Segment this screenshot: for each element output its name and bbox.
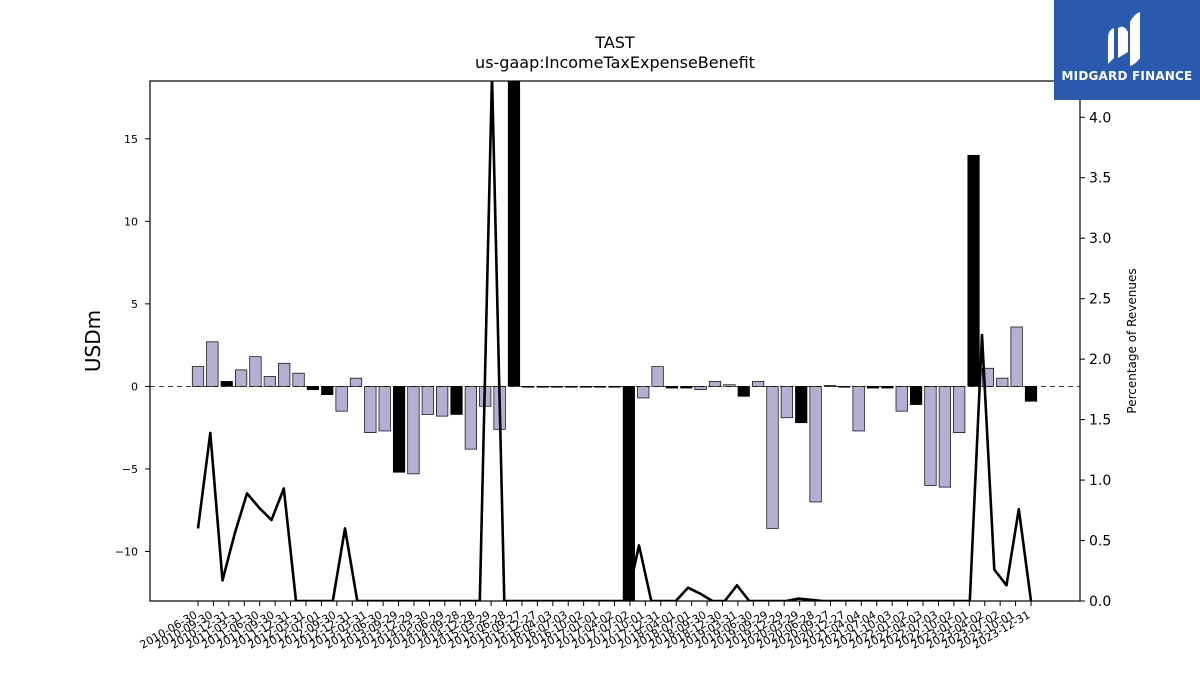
bar-series [150, 81, 1080, 601]
bar-2022-10-02 [895, 386, 908, 412]
bar-2020-03-29 [752, 381, 765, 387]
y-tick-label: 15 [124, 133, 138, 146]
bar-2012-07-01 [306, 386, 319, 391]
y2-tick-label: 1.0 [1089, 473, 1111, 489]
bar-2012-09-30 [321, 386, 334, 395]
bar-2017-01-01 [565, 386, 578, 388]
bar-2021-04-04 [809, 386, 822, 503]
brand-name: MIDGARD FINANCE [1061, 69, 1193, 83]
bar-undefined [996, 377, 1009, 387]
chart-subtitle: us-gaap:IncomeTaxExpenseBenefit [475, 53, 755, 72]
bar-2018-09-30 [665, 386, 679, 389]
logo-mark-icon [1108, 12, 1140, 66]
bar-2012-12-31 [335, 386, 348, 412]
bar-2013-03-31 [349, 377, 363, 387]
bar-2013-06-30 [364, 386, 377, 433]
bar-2014-06-29 [421, 386, 434, 415]
bar-2023-01-01 [910, 386, 923, 405]
y2-tick-label: 3.0 [1089, 231, 1111, 247]
bar-2017-10-01 [608, 386, 621, 388]
bar-2015-12-27 [507, 81, 521, 387]
bar-2010-12-31 [220, 381, 233, 387]
bar-2012-03-31 [292, 372, 305, 387]
axes: −10−50510150.00.51.01.52.02.53.03.54.020… [115, 80, 1111, 652]
bar-2018-07-01 [651, 366, 664, 387]
y2-tick-label: 3.5 [1089, 171, 1111, 187]
bar-2022-07-03 [881, 386, 894, 389]
y-tick-label: 10 [124, 215, 138, 228]
bar-2023-07-02 [938, 386, 951, 488]
y2-tick-label: 4.0 [1089, 110, 1111, 126]
chart-title: TAST [594, 33, 635, 52]
y-tick-label: 5 [131, 298, 138, 311]
bar-2015-03-29 [464, 386, 477, 450]
y2-tick-label: 2.0 [1089, 352, 1111, 368]
y-tick-label: 0 [131, 380, 138, 393]
y2-tick-label: 1.5 [1089, 413, 1111, 429]
bar-2022-01-02 [852, 386, 865, 432]
y2-axis-label: Percentage of Revenues [1125, 268, 1139, 413]
bar-2020-09-27 [780, 386, 793, 419]
y2-tick-label: 2.5 [1089, 292, 1111, 308]
bar-2023-12-31 [967, 154, 980, 387]
bar-2020-06-28 [766, 386, 779, 529]
percentage-line-series [196, 81, 1033, 601]
y2-tick-label: 0.5 [1089, 534, 1111, 550]
bar-2010-09-30 [206, 341, 219, 387]
y-tick-label: −10 [115, 545, 138, 558]
brand-logo: MIDGARD FINANCE [1054, 0, 1200, 100]
bar-2011-06-30 [249, 356, 262, 387]
bar-undefined [1024, 386, 1038, 402]
bar-2014-03-30 [407, 386, 420, 475]
bar-2018-12-30 [680, 386, 693, 389]
bar-2011-03-31 [234, 369, 248, 387]
bar-2016-07-03 [536, 386, 549, 388]
plot-frame [149, 80, 1081, 602]
bar-2020-12-27 [795, 386, 808, 424]
bar-2019-12-29 [737, 386, 750, 397]
y2-tick-label: 0.0 [1089, 594, 1111, 610]
bar-2023-10-01 [953, 386, 966, 433]
bar-2018-04-01 [637, 386, 650, 399]
bar-2013-09-29 [378, 386, 391, 432]
bar-2023-04-02 [924, 386, 937, 486]
bar-2014-09-28 [436, 386, 449, 417]
bar-2011-12-31 [278, 362, 291, 387]
bar-2019-06-30 [708, 381, 722, 387]
y-axis-label: USDm [81, 310, 105, 372]
bar-2019-03-31 [694, 386, 707, 391]
bar-2014-12-28 [450, 386, 463, 415]
bar-2013-12-29 [392, 386, 406, 473]
y-tick-label: −5 [122, 463, 138, 476]
pct-line [196, 81, 1033, 601]
bar-2011-09-30 [263, 376, 276, 387]
bar-2010-06-30 [191, 366, 205, 387]
bar-undefined [1010, 326, 1023, 387]
